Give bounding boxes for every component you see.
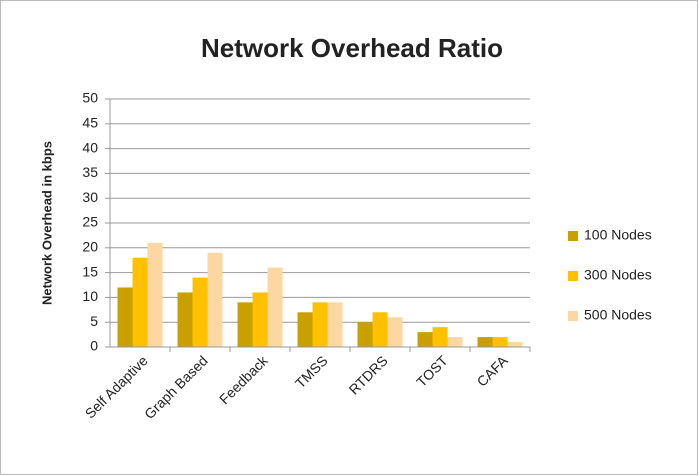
bar [357,322,373,347]
bar [417,332,433,347]
y-tick-label: 30 [82,189,98,205]
chart-title: Network Overhead Ratio [201,33,503,63]
bar [327,302,343,347]
bar [387,317,403,347]
y-tick-label: 50 [82,90,98,106]
bar [492,337,508,347]
bar [477,337,493,347]
legend-label: 300 Nodes [584,267,652,283]
legend-label: 500 Nodes [584,307,652,323]
legend-swatch [568,311,578,321]
bar [507,342,523,347]
legend-swatch [568,231,578,241]
bar [432,327,448,347]
bar [312,302,328,347]
y-tick-label: 15 [82,263,98,279]
bar [117,287,133,347]
bar [177,292,193,347]
y-tick-label: 25 [82,214,98,230]
bar [267,267,283,347]
bar [132,257,148,347]
y-tick-label: 45 [82,115,98,131]
bar [147,242,163,347]
y-tick-label: 0 [90,338,98,354]
bar [252,292,268,347]
legend-label: 100 Nodes [584,227,652,243]
y-tick-label: 10 [82,288,98,304]
y-tick-label: 40 [82,139,98,155]
bar [297,312,313,347]
bar [372,312,388,347]
bar [447,337,463,347]
bar [207,252,223,347]
legend-swatch [568,271,578,281]
y-axis-label: Network Overhead in kbps [39,141,54,305]
y-tick-label: 5 [90,313,98,329]
bar [192,277,208,347]
y-tick-label: 20 [82,239,98,255]
y-tick-label: 35 [82,164,98,180]
bar [237,302,253,347]
